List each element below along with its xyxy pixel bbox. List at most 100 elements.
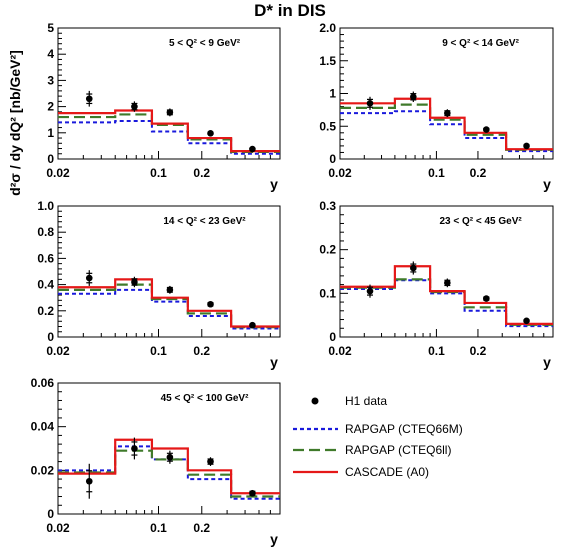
series-cascade-a0 [58,438,280,495]
y-tick-label: 1 [47,126,54,140]
data-point [444,109,451,118]
series-rapgap-cteq6ll [58,113,280,154]
data-point [410,91,417,103]
y-tick-label: 0 [47,152,54,166]
y-tick-label: 0.2 [37,304,54,318]
data-marker [483,126,490,133]
panel-title: 9 < Q² < 14 GeV² [442,38,519,49]
data-point [131,437,138,460]
legend-label: RAPGAP (CTEQ66M) [345,422,463,436]
legend-entry: RAPGAP (CTEQ66M) [293,422,463,436]
data-point [207,457,214,466]
x-tick-label: 0.1 [150,344,167,358]
y-tick-label: 3 [47,73,54,87]
x-tick-label: 0.2 [470,344,487,358]
data-marker [249,145,256,153]
y-tick-label: 1 [329,87,336,101]
y-axis-label: d²σ / dy dQ² [nb/GeV²] [7,50,23,196]
plot-frame [57,382,281,515]
data-marker [410,93,417,101]
data-point [85,90,93,107]
x-tick-label: 0.1 [150,166,167,180]
legend-entry: RAPGAP (CTEQ6ll) [293,443,451,457]
data-point [249,489,256,497]
panels: 0 1 2 3 4 5 0.02 0.1 0.2 y 5 < Q² < 9 GeV² 0 0.5 1 1.5… [31,21,554,547]
data-point [483,126,490,133]
y-tick-label: 0.6 [37,251,54,265]
data-marker [410,264,417,272]
data-point [523,142,530,150]
panel-3: 0 0.2 0.4 0.6 0.8 1.0 0.02 0.1 0.2 y 14 < Q² < 23 … [37,199,281,370]
y-tick-label: 0.2 [319,243,336,257]
panel-title: 45 < Q² < 100 GeV² [161,393,249,404]
panel-title: 5 < Q² < 9 GeV² [169,38,241,49]
y-tick-label: 0 [329,152,336,166]
data-point [166,450,174,464]
y-tick-label: 0.04 [31,420,55,434]
data-marker [131,445,138,452]
legend-label: RAPGAP (CTEQ6ll) [345,443,451,457]
y-tick-label: 2.0 [319,21,336,35]
x-tick-label: 0.02 [328,166,352,180]
legend-entry: CASCADE (A0) [293,465,429,479]
data-marker [131,103,138,110]
series-rapgap-cteq66m [58,120,280,155]
y-tick-label: 1.5 [319,54,336,68]
panel-title: 14 < Q² < 23 GeV² [163,216,246,227]
x-tick-label: 0.02 [46,344,70,358]
data-marker [444,279,451,287]
data-marker [523,317,530,325]
data-point [523,317,530,325]
figure-title: D* in DIS [254,1,326,20]
y-tick-label: 4 [47,47,54,61]
legend-label: CASCADE (A0) [345,465,429,479]
y-tick-label: 0.5 [319,119,336,133]
data-marker [131,278,138,286]
x-tick-label: 0.2 [470,166,487,180]
legend: H1 data RAPGAP (CTEQ66M) RAPGAP (CTEQ6ll) C… [293,394,463,479]
data-marker [366,100,374,107]
series-cascade-a0 [340,97,553,151]
data-point [85,463,93,499]
legend-label: H1 data [345,394,387,408]
x-tick-label: 0.2 [193,521,210,535]
data-marker [166,286,174,294]
y-tick-label: 0 [47,330,54,344]
data-point [249,145,256,153]
data-marker [366,287,374,295]
x-tick-label: 0.02 [328,344,352,358]
data-marker [483,295,490,302]
data-point [410,261,417,275]
series-cascade-a0 [58,109,280,153]
y-tick-label: 5 [47,21,54,35]
x-tick-label: 0.2 [193,344,210,358]
x-tick-label: 0.02 [46,166,70,180]
data-point [131,101,138,112]
plot-frame [57,27,281,160]
data-point [207,130,214,137]
data-marker [207,300,214,308]
x-tick-label: 0.02 [46,521,70,535]
legend-marker [311,397,319,405]
data-point [85,270,93,286]
panel-2: 0 0.5 1 1.5 2.0 0.02 0.1 0.2 y 9 < Q² < 14 GeV² [319,21,554,192]
x-axis-label: y [270,354,278,370]
data-marker [166,453,174,461]
y-tick-label: 0.4 [37,278,54,292]
x-axis-label: y [270,176,278,192]
plot-frame [57,205,281,338]
data-point [166,108,174,117]
panel-1: 0 1 2 3 4 5 0.02 0.1 0.2 y 5 < Q² < 9 GeV² [46,21,281,192]
x-tick-label: 0.2 [193,166,210,180]
series-cascade-a0 [340,265,553,325]
x-tick-label: 0.1 [150,521,167,535]
x-axis-label: y [543,176,551,192]
legend-entry: H1 data [311,394,387,408]
panel-title: 23 < Q² < 45 GeV² [439,216,522,227]
data-point [249,321,256,329]
data-point [166,285,174,294]
data-marker [207,458,214,465]
y-tick-label: 0.1 [319,286,336,300]
series-rapgap-cteq66m [58,288,280,330]
